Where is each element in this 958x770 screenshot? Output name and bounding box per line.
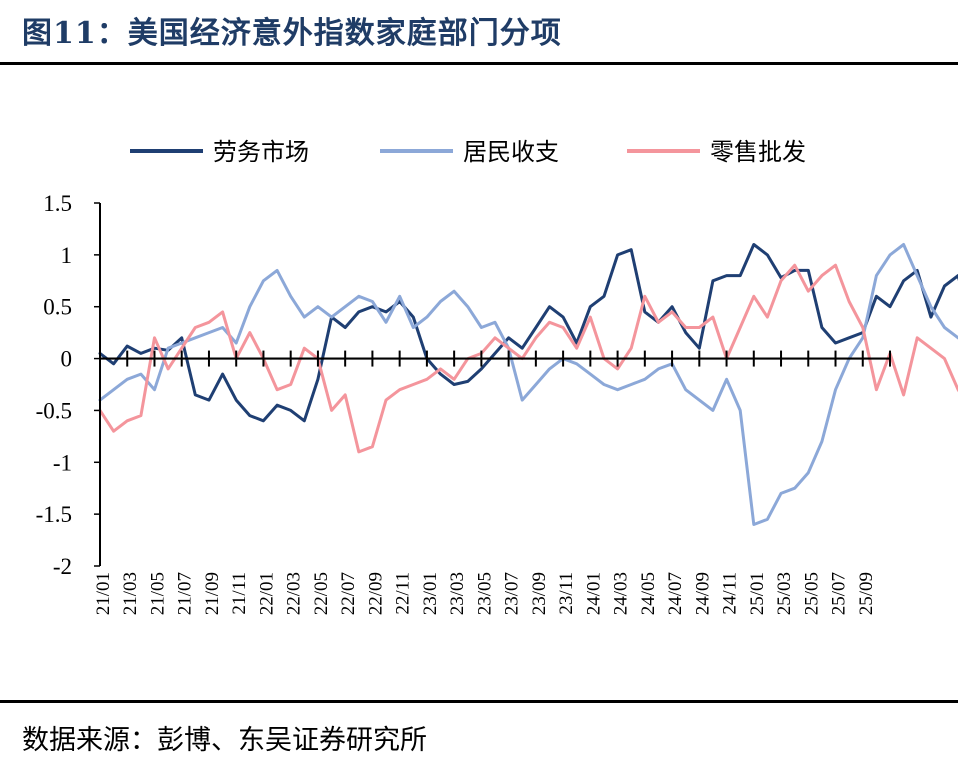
x-tick-label: 21/05 [147,572,168,615]
x-tick-label: 21/01 [93,572,114,615]
figure-title: 图11：美国经济意外指数家庭部门分项 [22,16,562,51]
series-layer [98,243,958,526]
x-tick-label: 24/01 [583,572,604,615]
x-tick-label: 22/09 [365,572,386,615]
y-tick-label: 1 [61,243,73,268]
x-tick-label: 25/07 [829,572,850,615]
x-tick-label: 21/03 [120,572,141,615]
x-tick-label: 24/03 [611,572,632,615]
source-note: 数据来源：彭博、东吴证券研究所 [22,725,427,756]
axes: 1.5 1 0.5 0 -0.5 -1 -1.5 -2 21/01 21/03 21/05 21/07… [36,191,891,615]
legend-label: 劳务市场 [213,138,309,166]
legend-label: 居民收支 [463,138,559,166]
series-line-3 [98,263,958,454]
x-tick-label: 23/03 [447,572,468,615]
x-tick-label: 22/03 [284,572,305,615]
x-tick-label: 25/09 [856,572,877,615]
x-tick-label: 25/01 [747,572,768,615]
x-tick-label: 23/07 [502,572,523,615]
y-tick-label: 0 [61,347,73,372]
bottom-rule [0,700,958,703]
y-tick-label: -0.5 [36,398,72,423]
x-tick-label: 22/11 [393,572,414,615]
x-tick-label: 25/03 [774,572,795,615]
x-tick-label: 22/05 [311,572,332,615]
y-tick-label: -1 [53,450,72,475]
x-tick-label: 23/11 [556,572,577,615]
x-tick-label: 24/11 [720,572,741,615]
legend-label: 零售批发 [710,138,806,166]
x-tick-label: 21/11 [229,572,250,615]
x-tick-label: 21/09 [202,572,223,615]
series-line-2 [98,243,958,526]
x-tick-label: 23/05 [474,572,495,615]
y-tick-label: -2 [53,554,72,579]
series-line-1 [98,243,958,423]
x-tick-label: 25/05 [801,572,822,615]
y-tick-label: 1.5 [43,191,72,216]
x-tick-label: 24/05 [638,572,659,615]
x-tick-label: 22/01 [256,572,277,615]
y-tick-label: 0.5 [43,295,72,320]
x-tick-label: 23/09 [529,572,550,615]
line-chart: 劳务市场 居民收支 零售批发 1.5 1 0.5 0 -0.5 -1 -1.5 -2 21/01 21… [36,138,958,615]
x-tick-label: 22/07 [338,572,359,615]
y-tick-label: -1.5 [36,502,72,527]
legend: 劳务市场 居民收支 零售批发 [130,138,806,166]
x-tick-label: 23/01 [420,572,441,615]
top-rule [0,62,958,65]
x-tick-label: 21/07 [175,572,196,615]
x-tick-label: 24/07 [665,572,686,615]
x-tick-label: 24/09 [692,572,713,615]
